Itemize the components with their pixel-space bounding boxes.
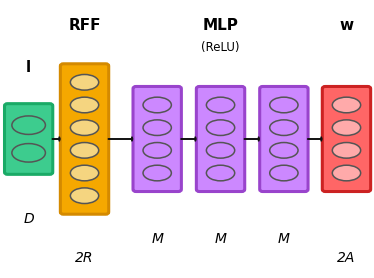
Text: M: M bbox=[151, 232, 163, 245]
Text: (ReLU): (ReLU) bbox=[201, 41, 240, 54]
Text: l: l bbox=[26, 59, 31, 75]
Text: RFF: RFF bbox=[68, 18, 101, 33]
Text: MLP: MLP bbox=[203, 18, 239, 33]
FancyBboxPatch shape bbox=[133, 86, 181, 192]
Ellipse shape bbox=[70, 120, 99, 135]
Ellipse shape bbox=[270, 165, 298, 181]
Ellipse shape bbox=[70, 143, 99, 158]
Ellipse shape bbox=[143, 120, 171, 135]
FancyBboxPatch shape bbox=[4, 104, 53, 174]
Ellipse shape bbox=[270, 143, 298, 158]
Ellipse shape bbox=[332, 165, 361, 181]
Ellipse shape bbox=[270, 120, 298, 135]
FancyBboxPatch shape bbox=[196, 86, 245, 192]
Ellipse shape bbox=[332, 97, 361, 113]
Text: D: D bbox=[23, 212, 34, 226]
FancyBboxPatch shape bbox=[60, 64, 109, 214]
Ellipse shape bbox=[206, 143, 235, 158]
Ellipse shape bbox=[143, 97, 171, 113]
Ellipse shape bbox=[206, 165, 235, 181]
Text: 2A: 2A bbox=[337, 251, 356, 265]
Text: M: M bbox=[278, 232, 290, 245]
Ellipse shape bbox=[206, 120, 235, 135]
Ellipse shape bbox=[12, 116, 45, 135]
Ellipse shape bbox=[70, 165, 99, 181]
Ellipse shape bbox=[206, 97, 235, 113]
Ellipse shape bbox=[332, 143, 361, 158]
Ellipse shape bbox=[70, 97, 99, 113]
FancyBboxPatch shape bbox=[260, 86, 308, 192]
Ellipse shape bbox=[70, 75, 99, 90]
Text: M: M bbox=[215, 232, 227, 245]
FancyBboxPatch shape bbox=[322, 86, 371, 192]
Text: 2R: 2R bbox=[75, 251, 94, 265]
Ellipse shape bbox=[270, 97, 298, 113]
Ellipse shape bbox=[332, 120, 361, 135]
Ellipse shape bbox=[12, 143, 45, 162]
Ellipse shape bbox=[143, 165, 171, 181]
Ellipse shape bbox=[143, 143, 171, 158]
Text: w: w bbox=[340, 18, 353, 33]
Ellipse shape bbox=[70, 188, 99, 203]
